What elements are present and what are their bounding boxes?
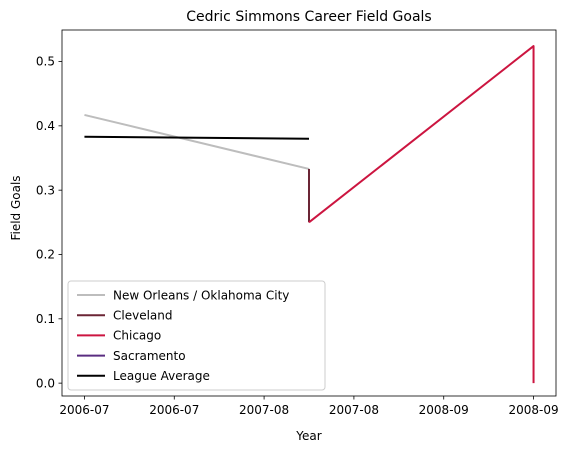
y-tick-label-5: 0.5	[36, 55, 55, 69]
x-tick-label-4: 2008-09	[419, 403, 469, 417]
x-tick-label-1: 2006-07	[149, 403, 199, 417]
x-axis-label: Year	[295, 429, 321, 443]
legend-label-1: Cleveland	[113, 309, 173, 323]
x-tick-label-3: 2007-08	[329, 403, 379, 417]
x-tick-label-5: 2008-09	[508, 403, 558, 417]
legend-label-2: Chicago	[113, 329, 161, 343]
y-tick-label-0: 0.0	[36, 376, 55, 390]
chart-title: Cedric Simmons Career Field Goals	[186, 9, 431, 25]
series-line-2	[308, 45, 535, 384]
legend: New Orleans / Oklahoma City Cleveland Chic…	[67, 280, 326, 391]
series-layer	[84, 45, 535, 384]
legend-label-3: Sacramento	[113, 349, 186, 363]
y-tick-label-3: 0.3	[36, 183, 55, 197]
x-tick-label-2: 2007-08	[239, 403, 289, 417]
y-axis-label: Field Goals	[9, 175, 23, 240]
axes-layer: 0.0 0.1 0.2 0.3 0.4 0.5 2006-07 2006-07 2007-08 2…	[36, 29, 559, 417]
y-tick-label-4: 0.4	[36, 119, 55, 133]
legend-label-4: League Average	[113, 369, 210, 383]
plot-frame	[61, 29, 557, 397]
series-line-4	[84, 135, 310, 140]
x-tick-label-0: 2006-07	[59, 403, 109, 417]
legend-frame	[67, 280, 326, 391]
y-tick-label-2: 0.2	[36, 248, 55, 262]
legend-label-0: New Orleans / Oklahoma City	[113, 288, 289, 302]
series-line-0	[84, 113, 310, 170]
y-tick-label-1: 0.1	[36, 312, 55, 326]
